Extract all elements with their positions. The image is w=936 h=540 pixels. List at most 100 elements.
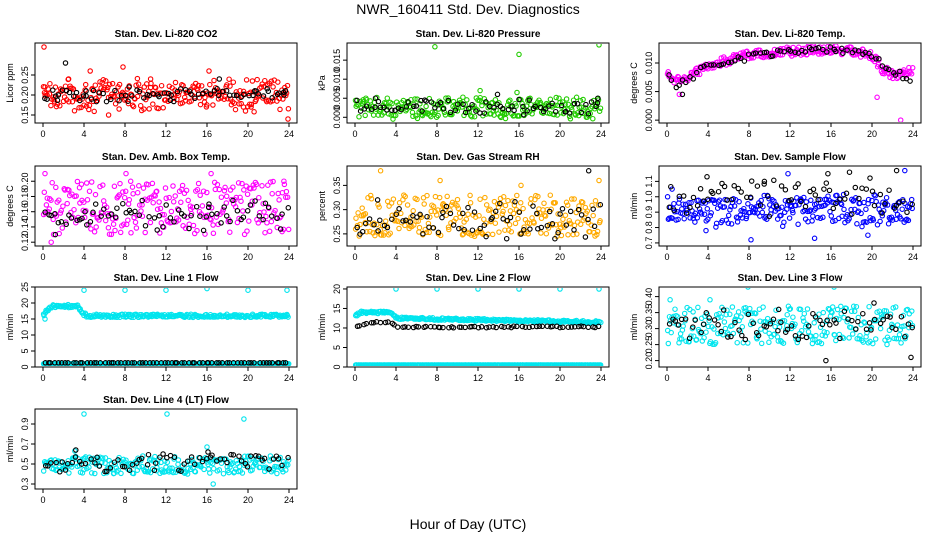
data-point [415, 324, 422, 330]
data-point [256, 213, 263, 219]
x-tick-label: 20 [867, 129, 877, 139]
data-point [868, 324, 875, 331]
data-point [157, 205, 164, 212]
data-point [160, 224, 166, 230]
data-point [886, 327, 893, 334]
data-point [168, 92, 174, 98]
data-point [744, 194, 750, 201]
data-point [134, 189, 141, 196]
data-point [692, 317, 698, 323]
data-point [92, 460, 98, 466]
data-point [81, 411, 87, 417]
data-point [210, 102, 216, 108]
data-point [479, 230, 485, 237]
data-point [108, 231, 115, 238]
data-point [86, 102, 93, 109]
x-tick-label: 20 [555, 129, 565, 139]
data-point [248, 104, 254, 110]
data-point [666, 204, 673, 211]
data-point [354, 222, 361, 229]
data-point [194, 186, 201, 193]
y-tick-label: 0.25 [644, 336, 654, 354]
data-point [120, 189, 126, 195]
data-point [249, 78, 256, 84]
x-tick-label: 12 [785, 129, 795, 139]
data-point [877, 218, 883, 225]
data-point [250, 92, 256, 99]
data-point [885, 221, 892, 227]
data-point [574, 101, 581, 107]
data-point [866, 320, 873, 326]
data-point [456, 225, 462, 232]
data-point [143, 81, 150, 87]
data-point [707, 297, 713, 303]
data-point [111, 470, 117, 477]
series-layer [664, 167, 915, 243]
data-point [558, 232, 565, 239]
y-tick-label: 0.30 [332, 201, 342, 219]
data-point [126, 84, 132, 90]
data-point [129, 360, 135, 366]
data-point [403, 104, 410, 110]
y-tick-label: 0.3 [20, 478, 30, 491]
data-point [808, 197, 814, 204]
x-tick-label: 4 [393, 373, 398, 383]
data-point [782, 187, 789, 193]
data-point [597, 105, 604, 111]
data-point [771, 177, 777, 184]
y-axis-label: percent [317, 190, 327, 221]
data-point [571, 100, 578, 107]
data-point [874, 94, 880, 101]
data-point [759, 209, 766, 216]
data-point [688, 199, 694, 206]
data-point [182, 225, 189, 232]
data-point [585, 324, 592, 331]
data-point [883, 194, 890, 201]
data-point [882, 200, 888, 207]
data-point [244, 191, 251, 198]
data-point [552, 199, 558, 206]
data-point [574, 231, 580, 237]
data-point [374, 221, 380, 228]
data-point [732, 58, 738, 64]
x-tick-label: 16 [826, 373, 836, 383]
data-point [410, 113, 416, 120]
data-point [849, 317, 855, 324]
data-point [765, 193, 771, 199]
x-tick-label: 16 [202, 373, 212, 383]
data-point [800, 318, 807, 324]
data-point [355, 210, 361, 216]
data-point [820, 214, 826, 221]
data-point [72, 454, 79, 460]
data-point [52, 360, 58, 366]
data-point [706, 318, 712, 324]
data-point [824, 49, 830, 55]
data-point [580, 96, 586, 103]
data-point [236, 453, 242, 459]
y-tick-label: 1.1 [644, 175, 654, 188]
data-point [44, 96, 50, 102]
data-point [150, 199, 156, 206]
data-point [69, 459, 76, 466]
data-point [568, 196, 575, 202]
data-point [42, 209, 48, 215]
data-point [282, 360, 289, 366]
data-point [909, 201, 915, 208]
data-point [62, 360, 68, 366]
data-point [732, 319, 738, 326]
data-point [583, 101, 589, 108]
data-point [596, 108, 603, 114]
data-point [436, 194, 443, 201]
data-point [283, 467, 289, 473]
data-point [757, 47, 763, 54]
data-point [208, 170, 214, 177]
data-point [792, 49, 798, 56]
data-point [413, 103, 420, 109]
data-point [74, 178, 81, 185]
data-point [178, 199, 184, 206]
chart-title: Stan. Dev. Li-820 Pressure [416, 29, 541, 40]
data-point [108, 94, 114, 100]
data-point [704, 174, 710, 180]
data-point [100, 90, 106, 97]
data-point [748, 237, 754, 243]
